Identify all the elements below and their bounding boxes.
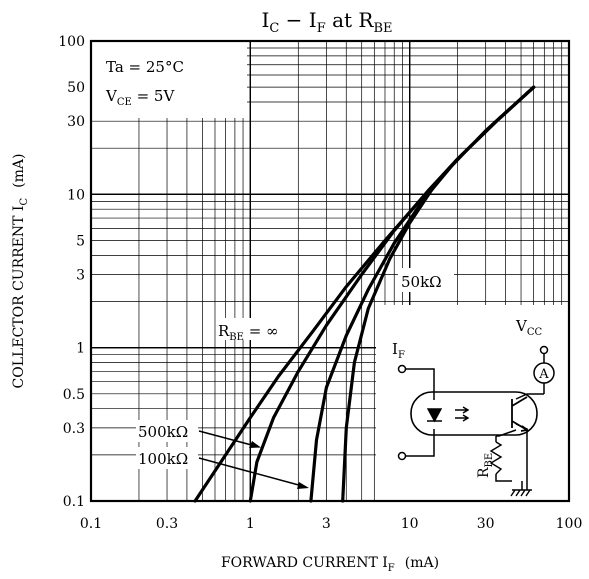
led-icon (426, 408, 443, 423)
terminal-bottom (397, 451, 407, 461)
x-tick-label: 10 (401, 516, 419, 532)
curve-series (341, 85, 536, 503)
ammeter-label: A (538, 367, 549, 382)
arrow-100k (198, 457, 307, 488)
terminal-vcc (539, 345, 549, 355)
x-tick-label: 1 (246, 516, 255, 532)
label-100k: 100kΩ (138, 450, 188, 468)
x-axis-label: FORWARD CURRENT IF (mA) (221, 555, 439, 574)
y-tick-label: 0.3 (63, 421, 85, 437)
label-rbe-infinity: RBE = ∞ (218, 322, 279, 343)
light-arrows-icon (455, 406, 470, 422)
condition-vce: VCE = 5V (105, 87, 175, 108)
y-tick-label: 0.5 (63, 387, 85, 403)
ammeter-icon (533, 362, 555, 384)
label-500k: 500kΩ (138, 423, 188, 441)
circuit-diagram: IF VCC A RBE (376, 305, 569, 501)
conditions-box (91, 41, 247, 118)
circuit-vcc-label: VCC (515, 317, 542, 338)
x-tick-label: 0.1 (80, 516, 102, 532)
y-tick-label: 30 (67, 114, 85, 130)
y-tick-label: 0.1 (63, 494, 85, 510)
x-tick-label: 0.3 (156, 516, 178, 532)
label-50k: 50kΩ (401, 273, 442, 291)
optocoupler-body (410, 391, 538, 436)
y-tick-label: 10 (67, 187, 85, 203)
x-tick-label: 100 (556, 516, 583, 532)
chart-title: IC − IF at RBE (261, 8, 392, 36)
y-tick-label: 5 (76, 233, 85, 249)
circuit-if-label: IF (392, 340, 405, 361)
x-tick-labels: 0.1 0.3 1 3 10 30 100 (80, 516, 583, 532)
y-tick-label: 50 (67, 80, 85, 96)
y-tick-labels: 0.1 0.3 0.5 1 3 5 10 30 50 100 (58, 34, 85, 510)
annotations: RBE = ∞ 50kΩ 500kΩ 100kΩ (136, 268, 454, 489)
circuit-rbe-label: RBE (476, 453, 495, 478)
y-tick-label: 100 (58, 34, 85, 50)
resistor-icon (489, 441, 503, 475)
arrow-500k (198, 430, 260, 448)
y-tick-label: 1 (76, 341, 85, 357)
phototransistor-icon (511, 396, 530, 432)
x-tick-label: 30 (477, 516, 495, 532)
curves (193, 85, 536, 503)
y-axis-label: COLLECTOR CURRENT IC(mA) (11, 154, 30, 389)
plot-frame (89, 39, 571, 503)
x-tick-label: 3 (322, 516, 331, 532)
circuit-box (376, 305, 569, 501)
y-tick-label: 3 (76, 268, 85, 284)
terminal-top (397, 364, 407, 374)
condition-ta: Ta = 25°C (106, 58, 184, 76)
ground-icon (510, 489, 532, 497)
